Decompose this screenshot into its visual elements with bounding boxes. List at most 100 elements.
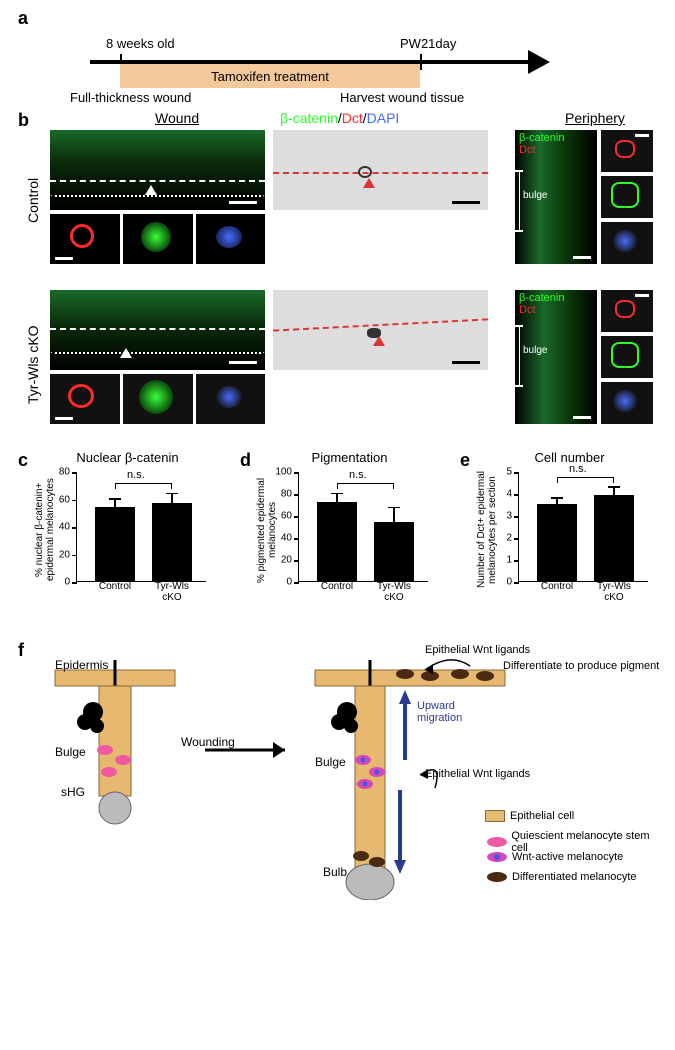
errbar (613, 488, 615, 496)
ns-bracket (115, 483, 172, 489)
ns-text: n.s. (127, 469, 145, 481)
row-control: Control (25, 140, 41, 260)
p2-bcat: β-catenin (519, 292, 564, 304)
errbar (336, 494, 338, 502)
chart-d: Pigmentation % pigmented epidermal melan… (262, 450, 437, 610)
errcap (109, 498, 121, 500)
ctrl-p-r (601, 130, 653, 172)
p2-dct: Dct (519, 304, 536, 316)
cko-p-b (601, 382, 653, 424)
diff-pig: Differentiate to produce pigment (503, 660, 659, 672)
leg-diff-t: Differentiated melanocyte (512, 871, 637, 883)
errcap (388, 507, 400, 509)
leg-wnt: Wnt-active melanocyte (485, 850, 623, 864)
panel-f-label: f (18, 640, 24, 661)
ytick-label: 100 (275, 467, 292, 478)
sb3a (635, 134, 649, 137)
ytick (294, 516, 299, 518)
ns-bracket (337, 483, 394, 489)
xlabel: Control (529, 581, 585, 592)
row-cko: Tyr-Wls cKO (25, 300, 41, 430)
ctrl-inset-b (196, 214, 265, 264)
leg-epi-t: Epithelial cell (510, 810, 574, 822)
ctrl-periph: bulge β-catenin Dct (515, 130, 597, 264)
ytick (294, 560, 299, 562)
cko-inset-r (50, 374, 120, 424)
leg-diff: Differentiated melanocyte (485, 870, 637, 884)
bar (152, 503, 192, 581)
ytick (514, 516, 519, 518)
sb5 (452, 361, 480, 364)
ytick-label: 0 (286, 577, 292, 588)
ytick (514, 494, 519, 496)
ytick-label: 60 (281, 511, 292, 522)
tl-bot-right: Harvest wound tissue (340, 90, 464, 105)
ytick (514, 538, 519, 540)
ytick-label: 40 (59, 522, 70, 533)
ytick-label: 0 (64, 577, 70, 588)
c-title: Nuclear β-catenin (40, 450, 215, 465)
leg-epi: Epithelial cell (485, 810, 574, 822)
wounding-label: Wounding (181, 735, 235, 749)
cko-p-r (601, 290, 653, 332)
ns-bracket (557, 477, 614, 483)
errbar (171, 494, 173, 502)
d-ylab: % pigmented epidermal melanocytes (256, 470, 278, 590)
ytick (514, 582, 519, 584)
upward: Upward migration (417, 700, 462, 724)
ns-text: n.s. (569, 463, 587, 475)
sb4a (55, 417, 73, 420)
epi-wnt-top: Epithelial Wnt ligands (425, 644, 530, 656)
arr-w1 (145, 185, 157, 195)
ctrl-inset-g (123, 214, 193, 264)
ytick-label: 40 (281, 533, 292, 544)
ytick (72, 472, 77, 474)
sb1 (229, 201, 257, 204)
tl-top-right: PW21day (400, 36, 456, 51)
c-plot: 020406080ControlTyr-Wls cKOn.s. (76, 472, 206, 582)
tl-arrow (528, 50, 550, 74)
sb6a (635, 294, 649, 297)
ns-text: n.s. (349, 469, 367, 481)
tl-top-left: 8 weeks old (106, 36, 175, 51)
panel-d-label: d (240, 450, 251, 471)
ytick-label: 20 (281, 555, 292, 566)
ytick-label: 60 (59, 494, 70, 505)
panel-c-label: c (18, 450, 28, 471)
sb3 (573, 256, 591, 259)
bar (374, 522, 414, 581)
arr-w2 (120, 348, 132, 358)
ctrl-wound-fluor (50, 130, 265, 210)
cko-p-g (601, 336, 653, 378)
panel-f: Wounding Epidermis Bulge sHG Epithelial … (25, 640, 665, 900)
hdr-periph: Periphery (565, 110, 625, 126)
c-ylab: % nuclear β-catenin+ epidermal melanocyt… (34, 470, 56, 590)
xlabel: Control (309, 581, 365, 592)
ytick-label: 0 (506, 577, 512, 588)
epi-wnt-mid: Epithelial Wnt ligands (425, 768, 530, 780)
ctrl-p-b (601, 222, 653, 264)
ytick (294, 472, 299, 474)
ytick (72, 500, 77, 502)
p-dct: Dct (519, 144, 536, 156)
dashr1 (273, 172, 488, 174)
stain-dapi: DAPI (367, 110, 400, 126)
ytick (72, 527, 77, 529)
arr-r1 (363, 178, 375, 188)
sb4 (229, 361, 257, 364)
ytick (294, 582, 299, 584)
xlabel: Control (87, 581, 143, 592)
bar (537, 504, 577, 581)
ytick-label: 80 (59, 467, 70, 478)
ytick-label: 3 (506, 511, 512, 522)
ytick-label: 80 (281, 489, 292, 500)
bar (317, 502, 357, 581)
cko-inset-g (123, 374, 193, 424)
errbar (556, 499, 558, 505)
xlabel: Tyr-Wls cKO (586, 581, 642, 603)
ytick-label: 1 (506, 555, 512, 566)
ytick-label: 5 (506, 467, 512, 478)
bulge1: bulge (523, 190, 547, 201)
sb6 (573, 416, 591, 419)
errcap (551, 497, 563, 499)
